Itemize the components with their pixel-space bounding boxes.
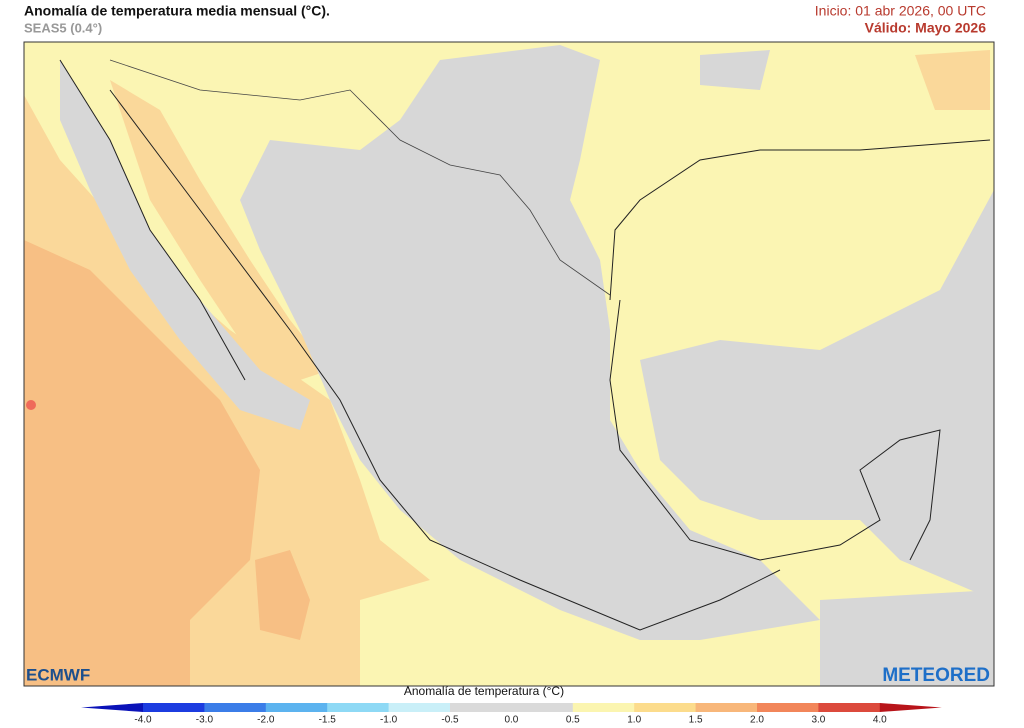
colorbar-segment <box>757 703 819 712</box>
colorbar-tick-label: 2.0 <box>750 715 764 726</box>
colorbar-segment <box>265 703 328 712</box>
subtitle: SEAS5 (0.4°) <box>24 20 102 35</box>
neutral-area <box>700 50 770 90</box>
init-date: Inicio: 01 abr 2026, 00 UTC <box>815 3 986 19</box>
colorbar-tick-label: 1.0 <box>627 715 641 726</box>
colorbar-tick-label: 0.5 <box>566 715 580 726</box>
neutral-area <box>60 60 310 430</box>
colorbar-title: Anomalía de temperatura (°C) <box>404 684 564 698</box>
colorbar-title-text: Anomalía de temperatura <box>404 684 540 698</box>
colorbar-tick-label: -2.0 <box>257 715 275 726</box>
colorbar-segment <box>204 703 267 712</box>
ecmwf-logo: ECMWF <box>26 665 90 684</box>
colorbar-unit: (°C) <box>543 684 564 698</box>
colorbar-segment <box>634 703 697 712</box>
colorbar-tick-label: 1.5 <box>689 715 703 726</box>
colorbar-segment <box>143 703 205 712</box>
warmer-area <box>24 240 260 686</box>
valid-date: Válido: Mayo 2026 <box>865 20 987 36</box>
warmer-area <box>255 550 310 640</box>
colorbar-tick-label: -4.0 <box>134 715 152 726</box>
colorbar-segment <box>450 703 512 712</box>
border <box>109 59 611 296</box>
colorbar-tick-label: -3.0 <box>196 715 214 726</box>
colorbar-segment <box>818 703 881 712</box>
hot-spot <box>26 400 36 410</box>
colorbar-segment <box>695 703 758 712</box>
neutral-area <box>820 590 994 686</box>
colorbar-segment <box>327 703 390 712</box>
title: Anomalía de temperatura media mensual (°… <box>24 3 330 19</box>
neutral-area <box>240 45 820 640</box>
colorbar-tick-label: 4.0 <box>873 715 887 726</box>
colorbar: -4.0 -3.0 -2.0 -1.5 -1.0 -0.5 0.0 0.5 1.0 1.5 2.0 3… <box>81 703 942 726</box>
colorbar-segment <box>511 703 574 712</box>
colorbar-high-end <box>879 703 942 712</box>
meteored-logo: METEORED <box>882 665 990 686</box>
map <box>24 42 994 686</box>
neutral-area <box>640 190 994 600</box>
warm-area <box>915 50 990 110</box>
coastline <box>59 59 991 631</box>
map-frame <box>23 41 995 687</box>
colorbar-tick-label: 3.0 <box>811 715 825 726</box>
colorbar-segment <box>572 703 635 712</box>
colorbar-tick-label: -0.5 <box>441 715 459 726</box>
colorbar-segment <box>388 703 451 712</box>
colorbar-tick-label: 0.0 <box>504 715 518 726</box>
colorbar-tick-label: -1.5 <box>319 715 337 726</box>
colorbar-low-end <box>81 703 143 712</box>
colorbar-tick-label: -1.0 <box>380 715 398 726</box>
warm-area <box>110 80 330 380</box>
